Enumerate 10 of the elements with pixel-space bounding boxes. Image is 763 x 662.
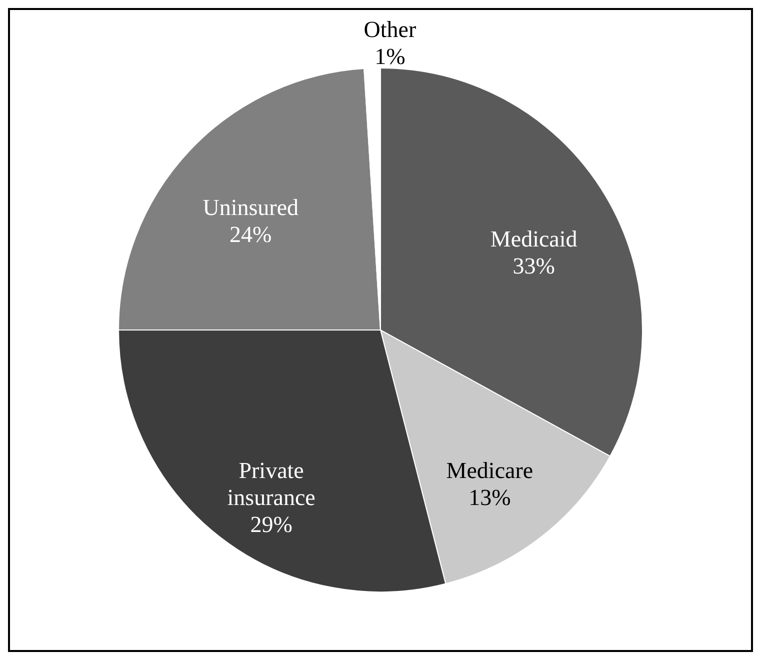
data-label: 33% <box>512 253 555 278</box>
slice-label: Other <box>364 17 416 42</box>
slice-label: Private insurance <box>227 458 316 510</box>
data-label: 1% <box>374 44 406 70</box>
data-label: 24% <box>230 222 272 248</box>
slice-label: Medicaid <box>490 226 578 252</box>
data-label: 29% <box>250 512 292 537</box>
slice-label: Uninsured <box>202 195 300 220</box>
data-label: 13% <box>468 484 511 510</box>
slice-label: Medicare <box>446 458 534 483</box>
